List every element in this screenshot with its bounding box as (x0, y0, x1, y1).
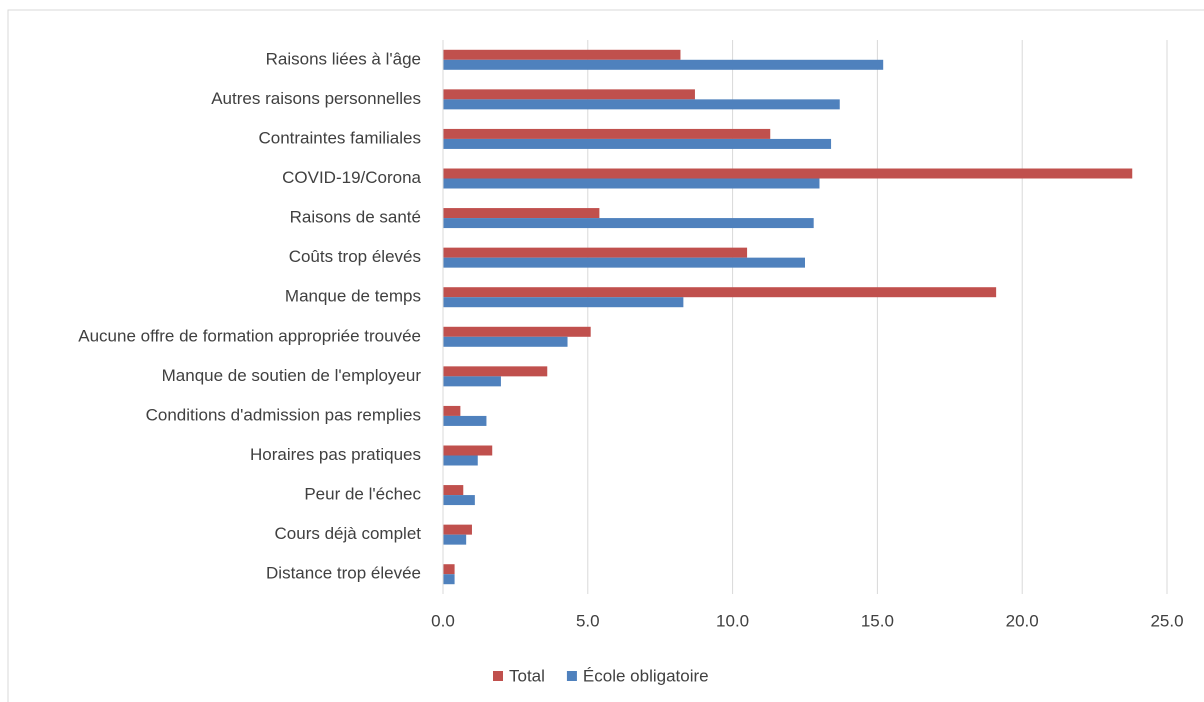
bar (443, 564, 455, 575)
bar (443, 455, 478, 466)
bar (443, 99, 840, 110)
bar (443, 89, 695, 100)
y-tick-label: Manque de soutien de l'employeur (162, 366, 422, 385)
bar (443, 366, 548, 377)
bar (443, 138, 832, 149)
bar (443, 405, 461, 416)
bar (443, 49, 681, 60)
bar (443, 59, 884, 70)
bar (443, 297, 684, 308)
legend-label: Total (509, 666, 545, 685)
x-tick-label: 25.0 (1150, 611, 1183, 630)
bar (443, 376, 501, 387)
legend-label: École obligatoire (583, 666, 709, 685)
legend-swatch (566, 671, 577, 681)
bar (443, 128, 771, 139)
x-tick-label: 5.0 (576, 611, 600, 630)
legend-swatch (493, 671, 503, 681)
y-tick-label: Autres raisons personnelles (211, 89, 421, 108)
y-tick-label: Horaires pas pratiques (250, 445, 421, 464)
bar (443, 287, 997, 298)
x-tick-label: 10.0 (716, 611, 749, 630)
bar (443, 445, 493, 456)
chart-border (7, 9, 1204, 702)
y-tick-label: Cours déjà complet (275, 524, 422, 543)
bar (443, 574, 455, 585)
y-tick-label: Peur de l'échec (304, 485, 421, 504)
bar (443, 218, 814, 229)
y-tick-label: Raisons de santé (290, 208, 421, 227)
y-tick-label: Manque de temps (285, 287, 421, 306)
bar (443, 495, 475, 506)
x-tick-label: 0.0 (431, 611, 455, 630)
y-tick-label: Distance trop élevée (266, 564, 421, 583)
bar (443, 257, 805, 268)
bar (443, 247, 748, 258)
bar (443, 485, 464, 496)
y-tick-label: Raisons liées à l'âge (266, 49, 421, 68)
y-tick-label: Aucune offre de formation appropriée tro… (78, 326, 421, 345)
x-tick-label: 20.0 (1006, 611, 1039, 630)
bar (443, 336, 568, 347)
y-tick-label: COVID-19/Corona (282, 168, 421, 187)
y-tick-label: Contraintes familiales (258, 128, 421, 147)
bar (443, 415, 487, 426)
y-tick-label: Conditions d'admission pas remplies (146, 405, 421, 424)
bar (443, 208, 600, 219)
bar (443, 178, 820, 189)
bar (443, 168, 1133, 179)
bar (443, 524, 472, 535)
bar (443, 534, 467, 545)
bar (443, 326, 591, 337)
x-tick-label: 15.0 (861, 611, 894, 630)
y-tick-label: Coûts trop élevés (289, 247, 421, 266)
